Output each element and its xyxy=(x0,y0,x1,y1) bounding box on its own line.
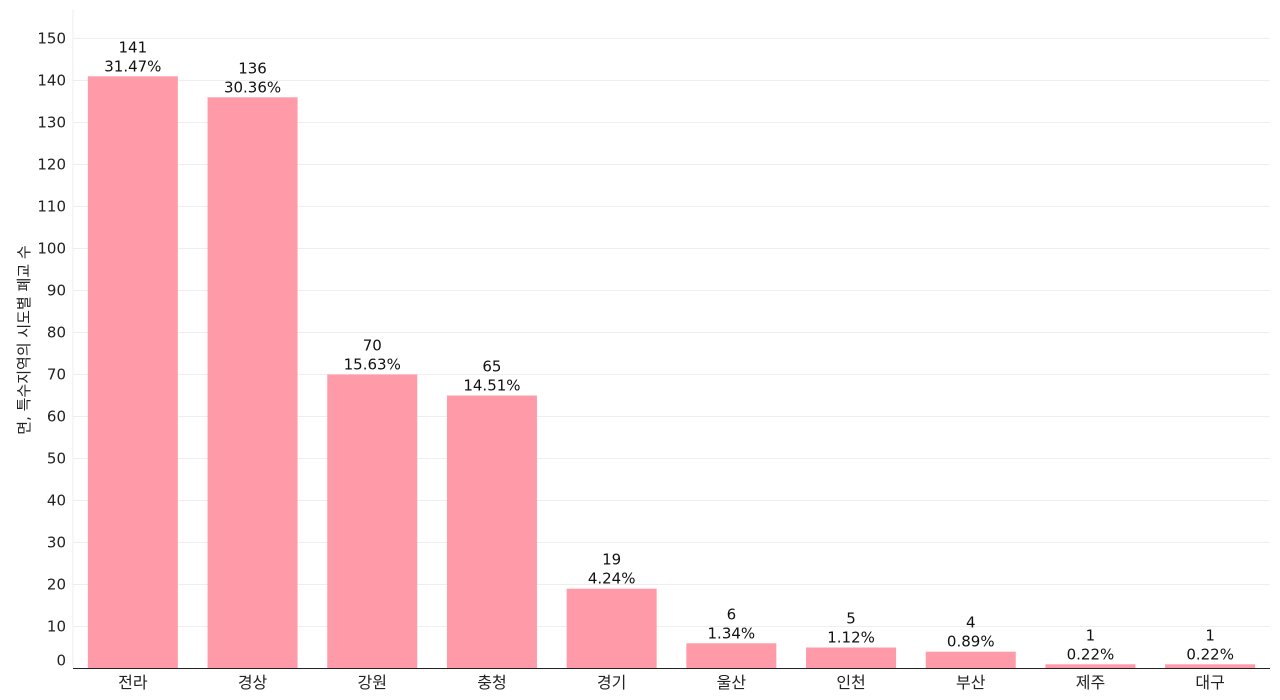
y-tick-label: 140 xyxy=(37,72,66,90)
data-label-percent: 0.22% xyxy=(1186,645,1234,663)
bar-부산 xyxy=(925,651,1016,669)
bar-제주 xyxy=(1045,664,1136,669)
data-label-value: 5 xyxy=(846,610,856,628)
x-tick-label: 대구 xyxy=(1195,673,1224,692)
bars xyxy=(87,76,1256,669)
y-axis-label: 면, 특수지역의 시도별 폐교 수 xyxy=(15,245,33,434)
x-axis-ticks: 전라 경상 강원 충청 경기 울산 인천 부산 제주 대구 xyxy=(118,673,1225,692)
data-label-value: 65 xyxy=(482,358,501,376)
x-tick-label: 충청 xyxy=(477,673,506,692)
data-label-value: 19 xyxy=(602,551,621,569)
y-tick-label: 130 xyxy=(37,114,66,132)
data-label-percent: 30.36% xyxy=(224,78,281,96)
y-tick-label: 0 xyxy=(56,652,66,670)
x-tick-label: 강원 xyxy=(358,673,387,692)
x-tick-label: 경기 xyxy=(597,673,626,692)
x-tick-label: 울산 xyxy=(717,673,747,692)
y-tick-label: 110 xyxy=(37,198,66,216)
bar-경기 xyxy=(566,588,657,669)
bar-대구 xyxy=(1165,664,1256,669)
x-tick-label: 경상 xyxy=(238,673,268,692)
data-label-percent: 0.22% xyxy=(1067,645,1115,663)
y-axis-ticks: 0 10 20 30 40 50 60 70 80 90 100 110 120 130 140 150 xyxy=(37,30,66,670)
data-label-value: 6 xyxy=(727,605,737,623)
data-label-percent: 4.24% xyxy=(588,570,636,588)
x-tick-label: 제주 xyxy=(1076,673,1105,692)
data-label-value: 4 xyxy=(966,614,976,632)
data-label-percent: 1.34% xyxy=(708,624,756,642)
data-label-value: 141 xyxy=(119,38,148,56)
y-tick-label: 30 xyxy=(47,534,66,552)
data-label-value: 1 xyxy=(1086,626,1096,644)
bar-경상 xyxy=(207,97,298,669)
y-tick-label: 10 xyxy=(47,618,66,636)
bar-인천 xyxy=(806,647,897,669)
y-tick-label: 20 xyxy=(47,576,66,594)
x-tick-label: 전라 xyxy=(118,673,148,692)
y-tick-label: 80 xyxy=(47,324,66,342)
bar-강원 xyxy=(327,374,418,669)
bar-전라 xyxy=(87,76,178,669)
y-tick-label: 70 xyxy=(47,366,66,384)
data-label-percent: 14.51% xyxy=(463,377,520,395)
data-label-value: 70 xyxy=(363,337,382,355)
y-tick-label: 60 xyxy=(47,408,66,426)
data-label-percent: 31.47% xyxy=(104,57,161,75)
data-label-percent: 15.63% xyxy=(344,356,401,374)
y-tick-label: 90 xyxy=(47,282,66,300)
data-label-percent: 1.12% xyxy=(827,629,875,647)
data-label-value: 1 xyxy=(1205,626,1215,644)
bar-충청 xyxy=(446,395,537,669)
data-label-value: 136 xyxy=(238,59,267,77)
y-tick-label: 120 xyxy=(37,156,66,174)
y-tick-label: 150 xyxy=(37,30,66,48)
x-tick-label: 인천 xyxy=(836,673,865,692)
bar-울산 xyxy=(686,643,777,669)
y-tick-label: 40 xyxy=(47,492,66,510)
x-tick-label: 부산 xyxy=(956,673,986,692)
y-tick-label: 50 xyxy=(47,450,66,468)
data-label-percent: 0.89% xyxy=(947,633,995,651)
y-tick-label: 100 xyxy=(37,240,66,258)
